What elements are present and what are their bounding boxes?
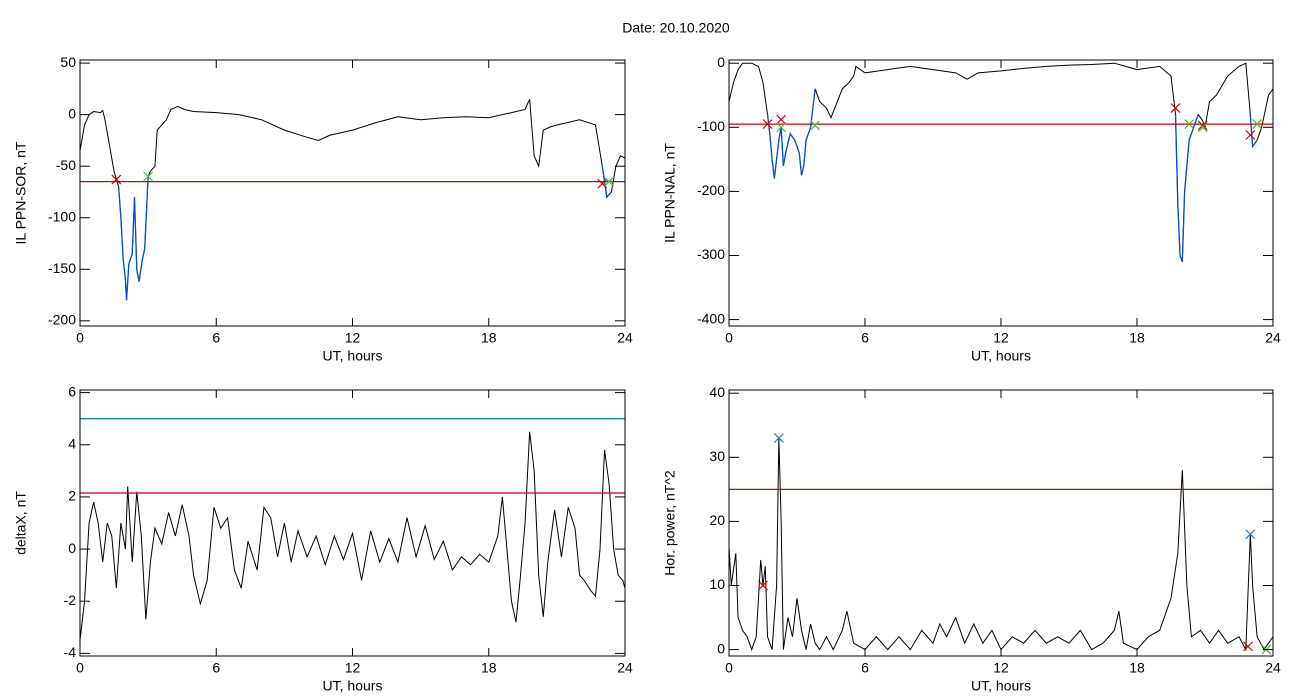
y-tick-label: 2 [68, 488, 76, 504]
x-axis-label: UT, hours [323, 348, 383, 364]
y-tick-label: 40 [709, 384, 725, 400]
plot-frame [728, 59, 1274, 327]
x-tick-label: 6 [212, 330, 220, 346]
x-tick-label: 12 [345, 330, 361, 346]
marker [762, 119, 773, 130]
x-tick-label: 24 [1265, 660, 1281, 676]
x-tick-label: 12 [345, 660, 361, 676]
marker [111, 174, 122, 185]
series-line [766, 88, 1258, 263]
marker [773, 433, 784, 443]
y-tick-label: 30 [709, 448, 725, 464]
panel: 0 6 12 18 24 0 10 20 30 40 UT, hours Hor. power, nT… [662, 384, 1281, 694]
marker [1243, 641, 1253, 652]
y-tick-label: -150 [48, 260, 76, 276]
marker [1245, 130, 1256, 140]
y-axis-label: IL PPN-SOR, nT [13, 141, 29, 244]
x-tick-label: 6 [212, 660, 220, 676]
x-tick-label: 0 [725, 660, 733, 676]
figure-title: Date: 20.10.2020 [622, 20, 730, 36]
x-tick-label: 0 [76, 330, 84, 346]
x-tick-label: 0 [725, 330, 733, 346]
marker [1184, 119, 1195, 130]
plot-frame [728, 389, 1274, 657]
y-tick-label: 0 [717, 54, 725, 70]
series-line [117, 166, 612, 301]
series-line [729, 62, 1273, 263]
x-axis-label: UT, hours [323, 678, 383, 694]
y-tick-label: 0 [717, 640, 725, 656]
marker [1197, 120, 1208, 131]
x-tick-label: 12 [993, 330, 1009, 346]
marker [776, 114, 787, 125]
y-tick-label: -100 [48, 208, 76, 224]
x-tick-label: 0 [76, 660, 84, 676]
marker [776, 122, 787, 133]
x-tick-label: 18 [1129, 660, 1145, 676]
y-tick-label: -200 [48, 312, 76, 328]
panel: 0 6 12 18 24 -200 -150 -100 -50 0 50 UT, hours IL PP… [13, 54, 633, 364]
x-tick-label: 6 [861, 660, 869, 676]
y-tick-label: -400 [697, 310, 725, 326]
y-tick-label: 0 [68, 540, 76, 556]
x-tick-label: 6 [861, 330, 869, 346]
marker [143, 171, 154, 182]
x-tick-label: 18 [1129, 330, 1145, 346]
x-tick-label: 12 [993, 660, 1009, 676]
x-axis-label: UT, hours [971, 348, 1031, 364]
y-tick-label: -4 [64, 644, 77, 660]
x-tick-label: 24 [617, 330, 633, 346]
y-tick-label: 20 [709, 512, 725, 528]
plot-frame [79, 59, 626, 327]
y-tick-label: 4 [68, 435, 76, 451]
marker [758, 580, 768, 591]
y-tick-label: 50 [60, 54, 76, 70]
marker [604, 176, 615, 187]
y-tick-label: -300 [697, 246, 725, 262]
y-axis-label: IL PPN-NAL, nT [662, 143, 678, 243]
x-tick-label: 24 [1265, 330, 1281, 346]
marker [1170, 103, 1181, 113]
y-axis-label: deltaX, nT [13, 491, 29, 555]
series-line [80, 98, 625, 301]
y-tick-label: -50 [56, 157, 76, 173]
panel: 0 6 12 18 24 -400 -300 -200 -100 0 UT, hours IL PPN… [662, 54, 1281, 364]
marker [1252, 119, 1263, 130]
x-tick-label: 18 [481, 660, 497, 676]
y-tick-label: 6 [68, 383, 76, 399]
y-tick-label: -200 [697, 182, 725, 198]
marker [1245, 529, 1256, 540]
y-tick-label: 0 [68, 105, 76, 121]
y-tick-label: -100 [697, 118, 725, 134]
y-tick-label: -2 [64, 592, 77, 608]
series-line [80, 431, 625, 641]
x-tick-label: 24 [617, 660, 633, 676]
marker [810, 120, 821, 131]
series-line [729, 438, 1273, 652]
y-tick-label: 10 [709, 576, 725, 592]
marker [1197, 122, 1208, 133]
y-axis-label: Hor. power, nT^2 [662, 470, 678, 576]
x-tick-label: 18 [481, 330, 497, 346]
x-axis-label: UT, hours [971, 678, 1031, 694]
marker [597, 178, 608, 189]
